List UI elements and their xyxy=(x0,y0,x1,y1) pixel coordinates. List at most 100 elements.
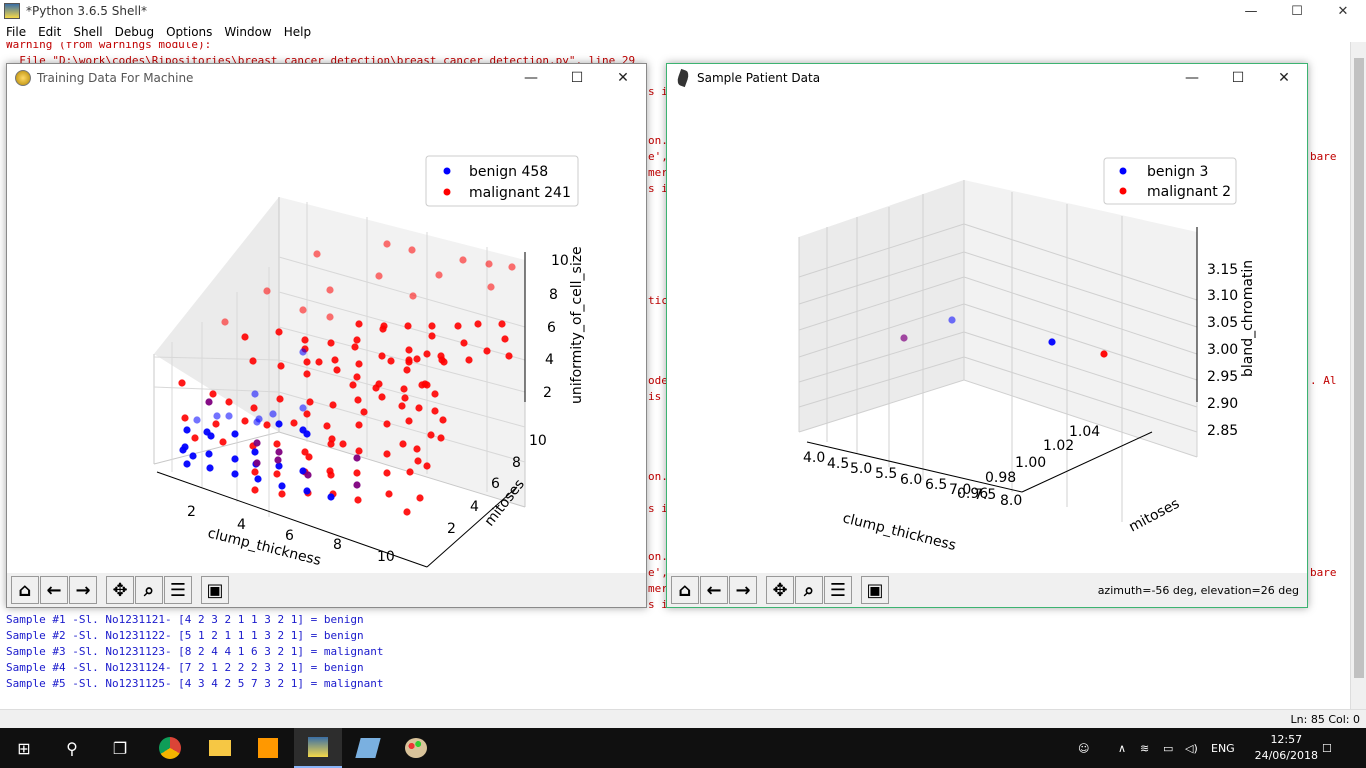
forward-button[interactable]: → xyxy=(69,576,97,604)
home-button[interactable]: ⌂ xyxy=(11,576,39,604)
save-button[interactable]: ▣ xyxy=(861,576,889,604)
training-window-title: Training Data For Machine xyxy=(37,71,194,85)
malignant-point xyxy=(251,468,259,476)
clock[interactable]: 12:57 24/06/2018 xyxy=(1255,732,1318,764)
home-icon: ⌂ xyxy=(678,579,692,601)
forward-button[interactable]: → xyxy=(729,576,757,604)
menu-file[interactable]: File xyxy=(6,25,27,39)
benign-point xyxy=(189,452,197,460)
menu-window[interactable]: Window xyxy=(224,25,272,39)
malignant-point xyxy=(351,343,359,351)
configure-subplots-button[interactable]: ☰ xyxy=(824,576,852,604)
malignant-point xyxy=(327,339,335,347)
legend-label-benign: benign 3 xyxy=(1147,164,1208,180)
task-view-button[interactable]: ❐ xyxy=(96,728,144,768)
shell-text-fragment: e', xyxy=(648,150,668,163)
malignant-point xyxy=(405,358,413,366)
minimize-button[interactable]: — xyxy=(524,70,538,86)
pan-button[interactable]: ✥ xyxy=(106,576,134,604)
close-button[interactable]: ✕ xyxy=(1337,3,1349,19)
search-button[interactable]: ⚲ xyxy=(48,728,96,768)
benign-point xyxy=(251,448,259,456)
taskbar-paint[interactable] xyxy=(392,728,440,768)
taskbar-file-explorer[interactable] xyxy=(196,728,244,768)
wifi-icon[interactable]: ≋ xyxy=(1140,741,1150,755)
malignant-point xyxy=(273,470,281,478)
menu-edit[interactable]: Edit xyxy=(38,25,62,39)
malignant-point xyxy=(440,358,448,366)
menu-debug[interactable]: Debug xyxy=(114,25,155,39)
minimize-button[interactable]: — xyxy=(1185,70,1199,86)
benign-point xyxy=(327,493,335,501)
legend-marker-malignant xyxy=(443,188,451,196)
malignant-point xyxy=(383,420,391,428)
malignant-point xyxy=(508,263,516,271)
shell-text-fragment: tic xyxy=(648,294,668,307)
benign-point xyxy=(254,475,262,483)
malignant-point xyxy=(178,379,186,387)
training-window-titlebar: Training Data For Machine — ☐ ✕ xyxy=(7,64,646,92)
sample-window-title: Sample Patient Data xyxy=(697,71,821,85)
menu-options[interactable]: Options xyxy=(166,25,213,39)
benign-point xyxy=(183,426,191,434)
legend: benign 458 malignant 241 xyxy=(425,155,579,207)
z-axis-label: uniformity_of_cell_size xyxy=(569,246,585,404)
home-button[interactable]: ⌂ xyxy=(671,576,699,604)
shell-text-fragment: . Al xyxy=(1310,374,1337,387)
maximize-button[interactable]: ☐ xyxy=(1291,3,1303,19)
malignant-point xyxy=(383,450,391,458)
maximize-button[interactable]: ☐ xyxy=(1231,70,1245,86)
vertical-scrollbar[interactable] xyxy=(1350,42,1366,709)
malignant-point xyxy=(405,346,413,354)
minimize-button[interactable]: — xyxy=(1244,3,1258,19)
malignant-point xyxy=(409,292,417,300)
start-button[interactable]: ⊞ xyxy=(0,728,48,768)
taskbar-app-blue[interactable] xyxy=(344,728,392,768)
back-button[interactable]: ← xyxy=(40,576,68,604)
close-button[interactable]: ✕ xyxy=(617,70,629,86)
malignant-point xyxy=(250,404,258,412)
shell-text-fragment: bare xyxy=(1310,150,1337,163)
malignant-point xyxy=(383,240,391,248)
taskbar-chrome[interactable] xyxy=(146,728,194,768)
back-button[interactable]: ← xyxy=(700,576,728,604)
shell-text-fragment: ode xyxy=(648,374,668,387)
malignant-point xyxy=(181,414,189,422)
malignant-point xyxy=(306,398,314,406)
zoom-button[interactable]: ⌕ xyxy=(795,576,823,604)
configure-subplots-button[interactable]: ☰ xyxy=(164,576,192,604)
volume-icon[interactable]: ◁) xyxy=(1185,741,1198,755)
maximize-button[interactable]: ☐ xyxy=(570,70,584,86)
menu-help[interactable]: Help xyxy=(283,25,312,39)
show-hidden-icons[interactable]: ∧ xyxy=(1118,741,1127,755)
scrollbar-thumb[interactable] xyxy=(1354,58,1364,678)
y-tick-label: 1.04 xyxy=(1069,424,1100,440)
y-tick-label: 0.96 xyxy=(957,486,988,502)
feather-icon xyxy=(675,68,691,88)
x-tick-label: 5.5 xyxy=(875,466,897,482)
shell-window-controls: — ☐ ✕ xyxy=(1228,0,1366,22)
notifications-icon[interactable]: ☐ xyxy=(1322,741,1332,755)
taskbar-sublime[interactable] xyxy=(244,728,292,768)
output-line: Sample #5 -Sl. No1231125- [4 3 4 2 5 7 3… xyxy=(6,677,384,690)
battery-icon[interactable]: ▭ xyxy=(1163,741,1174,755)
malignant-point xyxy=(385,490,393,498)
taskbar-python-idle[interactable] xyxy=(294,728,342,768)
palette-icon xyxy=(405,738,427,758)
zoom-button[interactable]: ⌕ xyxy=(135,576,163,604)
menu-shell[interactable]: Shell xyxy=(73,25,103,39)
pan-button[interactable]: ✥ xyxy=(766,576,794,604)
benign-point xyxy=(275,420,283,428)
z-tick-label: 3.15 xyxy=(1207,262,1238,278)
malignant-point xyxy=(408,246,416,254)
malignant-point xyxy=(251,486,259,494)
save-button[interactable]: ▣ xyxy=(201,576,229,604)
people-icon[interactable]: ☺ xyxy=(1078,741,1090,755)
sample-3d-scatter-plot[interactable]: 4.0 4.5 5.0 5.5 6.0 6.5 7.0 7.5 8.00.960.981.001… xyxy=(667,92,1307,574)
close-button[interactable]: ✕ xyxy=(1278,70,1290,86)
malignant-point xyxy=(437,434,445,442)
malignant-point xyxy=(454,322,462,330)
benign-point xyxy=(275,462,283,470)
language-indicator[interactable]: ENG xyxy=(1211,741,1235,755)
